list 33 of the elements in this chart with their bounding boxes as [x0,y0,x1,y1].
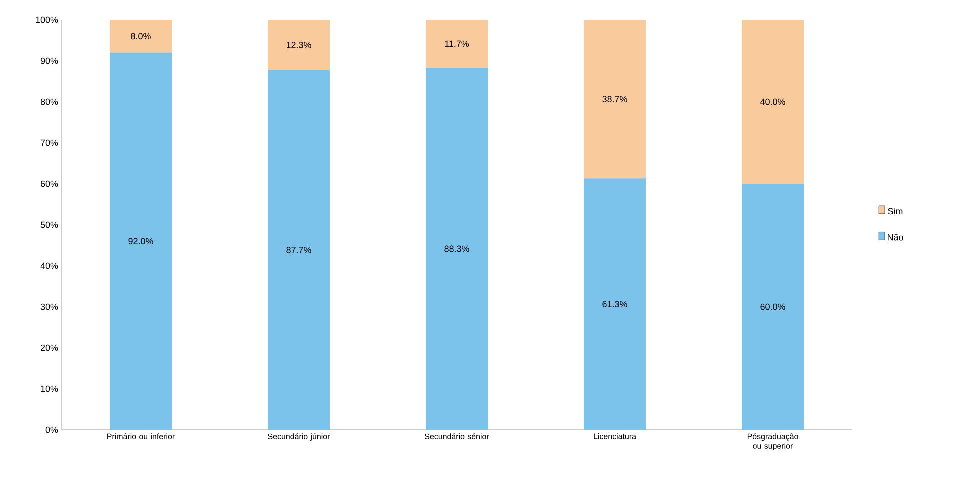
data-label: 92.0% [128,238,154,245]
bar [742,20,804,184]
data-label: 38.7% [602,96,628,103]
bar [426,68,488,430]
y-tick-label: 0% [46,426,58,434]
bar [110,52,172,430]
data-label: 88.3% [444,246,470,252]
bar [268,70,330,430]
legend-label: Não [888,234,904,241]
bar [268,20,330,70]
bar [426,20,488,68]
y-tick-label: 30% [40,304,58,310]
y-tick-label: 70% [40,140,58,146]
data-label: 87.7% [286,247,312,254]
y-tick-label: 20% [40,344,58,352]
bar [742,184,804,430]
data-label: 60.0% [760,304,786,310]
data-label: 40.0% [760,98,786,106]
data-label: 8.0% [131,33,151,40]
y-tick-label: 10% [41,386,58,392]
y-tick-label: 40% [40,262,58,270]
legend-label: Sim [888,208,903,215]
y-tick-label: 50% [40,222,58,228]
bar [110,20,172,53]
bar [584,20,646,179]
y-tick-label: 80% [40,98,58,106]
data-label: 12.3% [286,42,312,48]
data-label: 11.7% [445,40,470,48]
data-label: 61.3% [602,301,628,308]
bar [584,178,646,430]
y-tick-label: 60% [40,180,58,188]
y-tick-label: 100% [36,16,58,24]
y-tick-label: 90% [40,58,58,64]
